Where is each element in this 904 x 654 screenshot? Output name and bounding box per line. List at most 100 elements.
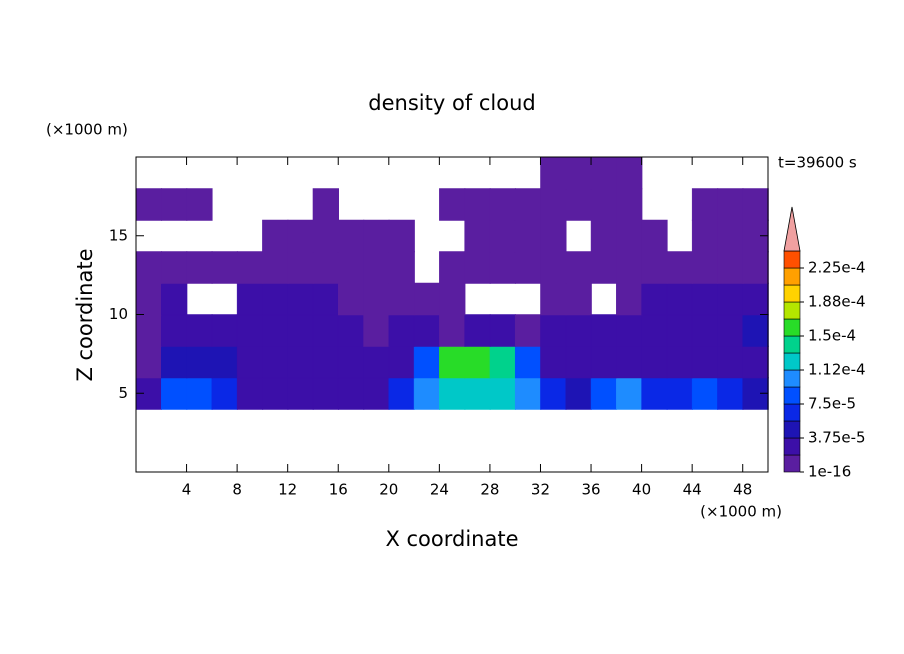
cell [287,251,314,284]
cell [489,251,516,284]
cell [489,314,516,347]
x-tick-label: 8 [232,481,242,499]
x-tick-label: 40 [632,481,651,499]
colorbar-band [783,352,801,371]
cell [135,345,163,379]
cell [262,251,289,284]
cell [565,156,592,190]
cell [540,156,567,190]
cell [514,345,542,379]
cell [236,314,264,347]
cell [388,377,415,410]
cell [388,314,415,347]
cell [717,188,744,221]
cell [590,251,618,284]
cell [363,219,390,253]
y-tick-label: 10 [109,305,128,323]
x-axis-label: X coordinate [385,527,518,551]
colorbar-band [783,318,801,337]
cell [616,219,643,253]
cell [464,188,491,221]
cell [363,251,390,284]
colorbar-band [783,403,801,422]
cell [337,219,365,253]
cell [666,282,693,316]
cell [489,345,516,379]
cell [135,282,163,316]
cell [211,345,238,379]
cell [514,314,542,347]
colorbar-band [783,335,801,354]
cell [489,188,516,221]
cell [262,219,289,253]
cell [489,219,516,253]
cell [666,345,693,379]
cell [616,156,643,190]
cell [742,251,769,284]
cell [691,219,719,253]
cell [691,188,719,221]
cell [540,251,567,284]
colorbar-tick-label: 1.88e-4 [808,293,866,311]
x-tick-label: 24 [430,481,449,499]
cell [312,282,339,316]
cell [489,377,516,410]
cell [186,345,213,379]
cell [717,219,744,253]
cell [641,219,668,253]
cell [464,251,491,284]
cell [565,314,592,347]
cell [464,377,491,410]
cell [540,282,567,316]
y-unit: (×1000 m) [46,121,128,139]
cell [161,377,188,410]
y-tick-label: 15 [109,226,128,244]
colorbar-band [783,250,801,269]
cell [161,282,188,316]
cell [312,219,339,253]
colorbar-tick-label: 7.5e-5 [808,395,856,413]
cell [616,282,643,316]
cell [262,377,289,410]
axes: 4 8 12 16 20 24 28 32 36 40 44 48510151e-163.75e-57… [109,156,866,499]
cell [565,188,592,221]
cell [590,188,618,221]
cell [616,314,643,347]
cell [540,188,567,221]
cell [540,345,567,379]
cell [717,377,744,410]
cell [717,314,744,347]
cell [565,377,592,410]
cell [439,188,466,221]
cell [717,251,744,284]
cell [717,345,744,379]
y-axis-label: Z coordinate [73,248,97,381]
cell [211,251,238,284]
cell [691,251,719,284]
cell [236,251,264,284]
cell [312,377,339,410]
cell [337,282,365,316]
cell [186,251,213,284]
cell [413,345,441,379]
cell [135,188,163,221]
colorbar-extension [783,206,801,252]
cell [186,188,213,221]
cell [135,314,163,347]
colorbar-band [783,437,801,456]
cell [514,219,542,253]
cell [464,345,491,379]
cell [691,314,719,347]
cell [514,251,542,284]
x-tick-label: 36 [581,481,600,499]
cell [464,219,491,253]
cell [565,282,592,316]
cell [641,251,668,284]
cell [236,377,264,410]
cell [742,188,769,221]
cell [590,314,618,347]
cell [363,377,390,410]
cell [565,251,592,284]
x-tick-label: 32 [531,481,550,499]
cell [590,156,618,190]
